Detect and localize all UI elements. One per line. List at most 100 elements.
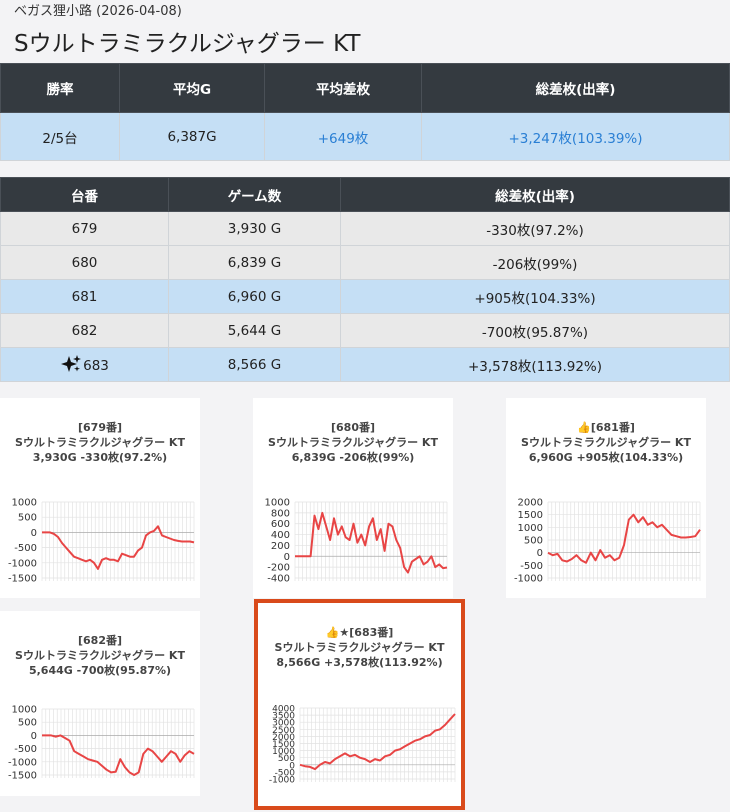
col-total: 総差枚(出率) [421, 63, 730, 113]
y-tick-label: 600 [271, 519, 290, 530]
y-tick-label: 1500 [518, 510, 543, 521]
chart-title: [680番] [330, 421, 376, 434]
machine-diff: -700枚(95.87%) [340, 313, 730, 348]
series-line [295, 511, 448, 574]
machine-no: 683 [0, 347, 169, 382]
y-tick-label: 0 [537, 548, 543, 559]
table-row[interactable]: 681 6,960 G +905枚(104.33%) [0, 279, 730, 314]
col-avg-games: 平均G [119, 63, 265, 113]
y-tick-label: -1000 [269, 776, 295, 786]
y-tick-label: -200 [267, 563, 290, 574]
series-line [42, 734, 195, 776]
y-tick-label: 500 [278, 754, 295, 764]
y-tick-label: -500 [275, 768, 296, 778]
chart-card-681[interactable]: 👍[681番] Sウルトラミラクルジャグラー KT 6,960G +905枚(1… [506, 398, 706, 598]
y-tick-label: -1500 [8, 574, 37, 585]
chart-title: [679番] [77, 421, 123, 434]
thumbs-up-star-icon: 👍★ [325, 626, 350, 639]
y-tick-label: 800 [271, 508, 290, 519]
machine-diff: -206枚(99%) [340, 245, 730, 280]
machine-diff: +3,578枚(113.92%) [340, 347, 730, 382]
machine-no: 679 [0, 211, 169, 246]
chart-card-680[interactable]: [680番] Sウルトラミラクルジャグラー KT 6,839G -206枚(99… [253, 398, 453, 598]
col-avg-diff: 平均差枚 [264, 63, 422, 113]
y-tick-label: 1500 [272, 740, 295, 750]
y-tick-label: 3500 [272, 712, 295, 722]
col-games: ゲーム数 [168, 177, 341, 212]
machine-games: 5,644 G [168, 313, 341, 348]
y-tick-label: 1000 [272, 747, 295, 757]
chart-machine-name: Sウルトラミラクルジャグラー KT [15, 649, 185, 662]
y-tick-label: -400 [267, 574, 290, 585]
chart-stats: 3,930G -330枚(97.2%) [32, 451, 168, 464]
table-row[interactable]: 679 3,930 G -330枚(97.2%) [0, 211, 730, 246]
page-title: Sウルトラミラクルジャグラー KT [14, 31, 361, 57]
y-tick-label: 4000 [272, 705, 295, 715]
machine-games: 6,839 G [168, 245, 341, 280]
y-tick-label: -1000 [8, 757, 37, 768]
y-tick-label: 2000 [518, 498, 543, 509]
hall-date: ベガス狸小路 (2026-04-08) [14, 4, 182, 19]
y-tick-label: 500 [18, 718, 37, 729]
y-tick-label: 3000 [272, 719, 295, 729]
chart-machine-name: Sウルトラミラクルジャグラー KT [268, 436, 438, 449]
y-tick-label: 1000 [12, 498, 37, 509]
y-tick-label: 1000 [518, 523, 543, 534]
y-tick-label: 0 [289, 761, 295, 771]
y-tick-label: 0 [31, 731, 37, 742]
avg-games-value: 6,387G [119, 112, 265, 161]
y-tick-label: 2000 [272, 733, 295, 743]
col-machine-no: 台番 [0, 177, 169, 212]
col-diff: 総差枚(出率) [340, 177, 730, 212]
table-row[interactable]: 682 5,644 G -700枚(95.87%) [0, 313, 730, 348]
y-tick-label: -500 [520, 561, 543, 572]
line-chart: 1000 500 0 -500 -1000 -1500 [8, 705, 195, 782]
y-tick-label: -1000 [8, 558, 37, 569]
thumbs-up-icon: 👍 [577, 421, 591, 434]
chart-stats: 8,566G +3,578枚(113.92%) [276, 656, 443, 669]
y-tick-label: 0 [284, 552, 290, 563]
machine-games: 8,566 G [168, 347, 341, 382]
chart-card-682[interactable]: [682番] Sウルトラミラクルジャグラー KT 5,644G -700枚(95… [0, 611, 200, 796]
chart-card-679[interactable]: [679番] Sウルトラミラクルジャグラー KT 3,930G -330枚(97… [0, 398, 200, 598]
win-rate-value: 2/5台 [0, 112, 120, 161]
chart-machine-name: Sウルトラミラクルジャグラー KT [274, 641, 445, 654]
series-line [42, 525, 195, 570]
machine-games: 3,930 G [168, 211, 341, 246]
line-chart: 1000 500 0 -500 -1000 -1500 [8, 498, 195, 585]
y-tick-label: 1000 [265, 498, 290, 509]
sparkles-icon [61, 355, 82, 372]
chart-card-683[interactable]: 👍★[683番] Sウルトラミラクルジャグラー KT 8,566G +3,578… [254, 599, 465, 810]
summary-table: 勝率 平均G 平均差枚 総差枚(出率) 2/5台 6,387G +649枚 +3… [0, 63, 730, 161]
y-tick-label: 1000 [12, 705, 37, 716]
table-row[interactable]: 680 6,839 G -206枚(99%) [0, 245, 730, 280]
machine-diff: -330枚(97.2%) [340, 211, 730, 246]
y-tick-label: 0 [31, 528, 37, 539]
y-tick-label: -500 [14, 543, 37, 554]
machine-no: 680 [0, 245, 169, 280]
y-tick-label: 200 [271, 541, 290, 552]
series-line [547, 513, 701, 564]
y-tick-label: 2500 [272, 726, 295, 736]
chart-machine-name: Sウルトラミラクルジャグラー KT [15, 436, 185, 449]
machine-no: 682 [0, 313, 169, 348]
y-tick-label: 500 [18, 513, 37, 524]
chart-title: 👍★[683番] [325, 626, 394, 639]
col-win-rate: 勝率 [0, 63, 120, 113]
chart-stats: 6,839G -206枚(99%) [291, 451, 415, 464]
chart-machine-name: Sウルトラミラクルジャグラー KT [521, 436, 691, 449]
chart-title: [682番] [77, 634, 123, 647]
machine-diff: +905枚(104.33%) [340, 279, 730, 314]
machine-games: 6,960 G [168, 279, 341, 314]
y-tick-label: 400 [271, 530, 290, 541]
series-line [299, 713, 456, 771]
line-chart: 40003500300025002000150010005000-500-100… [269, 705, 456, 786]
y-tick-label: -500 [14, 744, 37, 755]
table-row[interactable]: 683 8,566 G +3,578枚(113.92%) [0, 347, 730, 382]
avg-diff-value: +649枚 [264, 112, 422, 161]
y-tick-label: 500 [524, 536, 543, 547]
y-tick-label: -1500 [8, 771, 37, 782]
machine-table: 台番 ゲーム数 総差枚(出率) 679 3,930 G -330枚(97.2%)… [0, 177, 730, 382]
